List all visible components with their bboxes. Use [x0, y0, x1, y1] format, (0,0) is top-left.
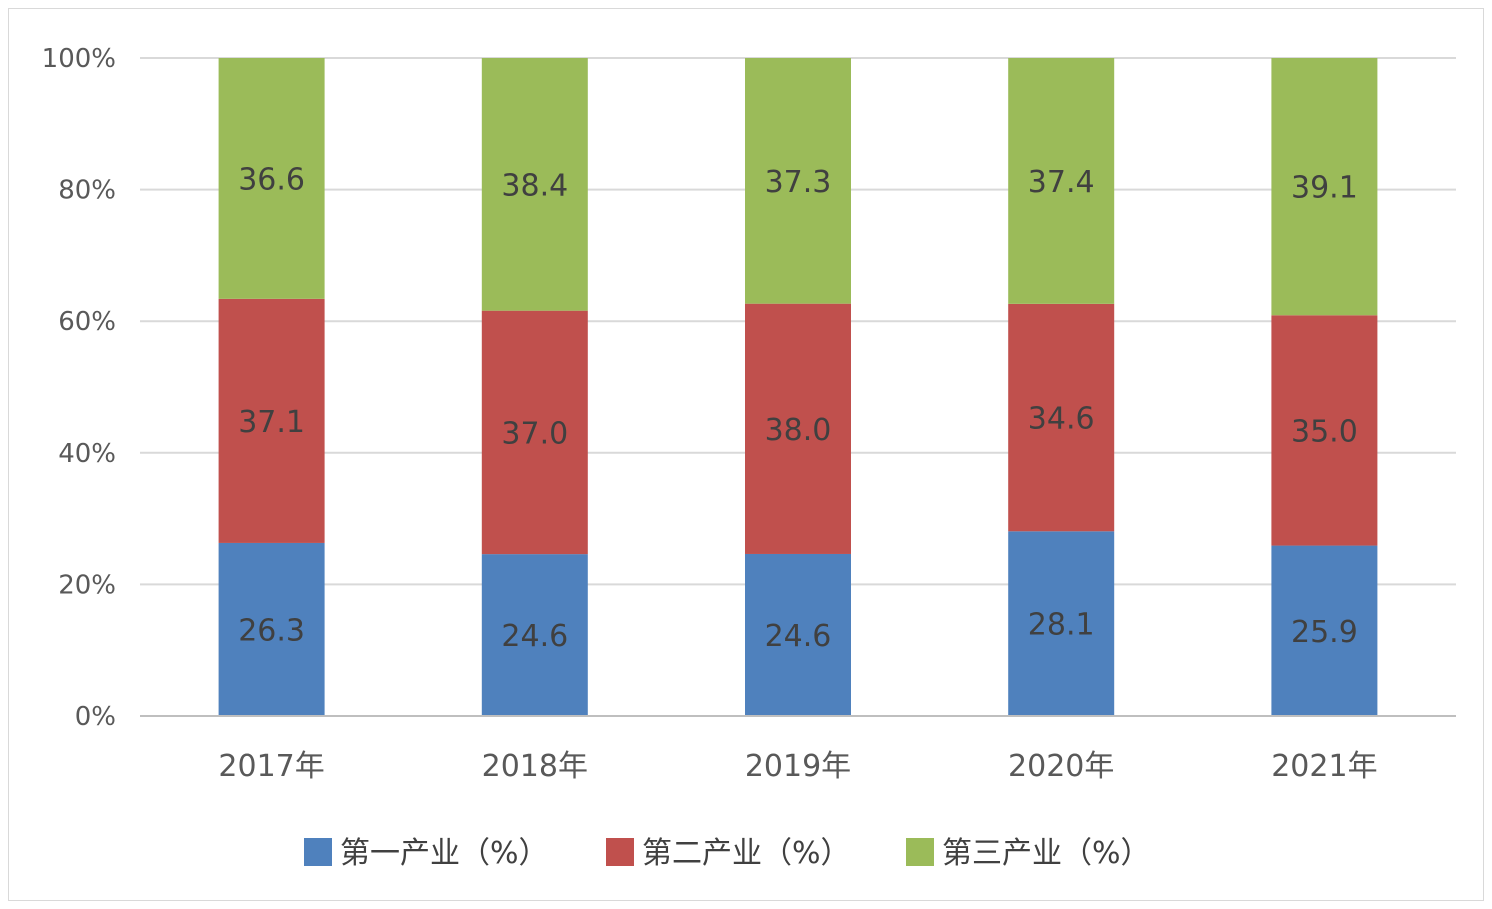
legend-swatch [906, 838, 934, 866]
y-tick-label: 0% [75, 702, 116, 732]
data-label: 34.6 [1028, 402, 1095, 437]
bar-segment [218, 58, 325, 299]
bar-segment [481, 310, 588, 555]
y-tick-label: 20% [58, 570, 116, 600]
data-label: 37.1 [238, 405, 305, 440]
data-label: 24.6 [765, 619, 832, 654]
y-tick-label: 80% [58, 176, 116, 206]
bar-segment [481, 58, 588, 311]
legend-label: 第三产业（%） [942, 836, 1151, 871]
data-label: 38.4 [501, 168, 568, 203]
bar-segment [1271, 58, 1378, 316]
data-label: 35.0 [1291, 414, 1358, 449]
x-tick-label: 2020年 [1008, 749, 1114, 784]
data-label: 38.0 [765, 413, 832, 448]
data-label: 25.9 [1291, 615, 1358, 650]
bar-segment [1008, 303, 1115, 532]
y-tick-label: 60% [58, 307, 116, 337]
legend-swatch [606, 838, 634, 866]
bar-segment [745, 553, 851, 716]
bar-segment [218, 298, 325, 543]
data-label: 28.1 [1028, 608, 1095, 643]
y-tick-label: 100% [42, 44, 116, 74]
bar-segment [1271, 315, 1378, 546]
data-label: 26.3 [238, 613, 305, 648]
legend-label: 第一产业（%） [340, 836, 549, 871]
x-tick-label: 2018年 [482, 749, 588, 784]
bar-segment [745, 58, 851, 304]
data-label: 24.6 [501, 619, 568, 654]
x-tick-label: 2019年 [745, 749, 851, 784]
bar-segment [1008, 58, 1115, 304]
bar-segment [745, 303, 851, 554]
bar-segment [481, 554, 588, 716]
legend-label: 第二产业（%） [642, 836, 851, 871]
x-tick-label: 2017年 [218, 749, 324, 784]
bar-segment [1008, 531, 1115, 716]
legend-swatch [304, 838, 332, 866]
data-label: 39.1 [1291, 171, 1358, 206]
bar-segment [1271, 545, 1378, 716]
data-label: 37.4 [1028, 165, 1095, 200]
x-tick-label: 2021年 [1271, 749, 1377, 784]
data-label: 37.0 [501, 416, 568, 451]
data-label: 36.6 [238, 162, 305, 197]
y-tick-label: 40% [58, 439, 116, 469]
data-label: 37.3 [765, 165, 832, 200]
bar-segment [218, 542, 325, 716]
